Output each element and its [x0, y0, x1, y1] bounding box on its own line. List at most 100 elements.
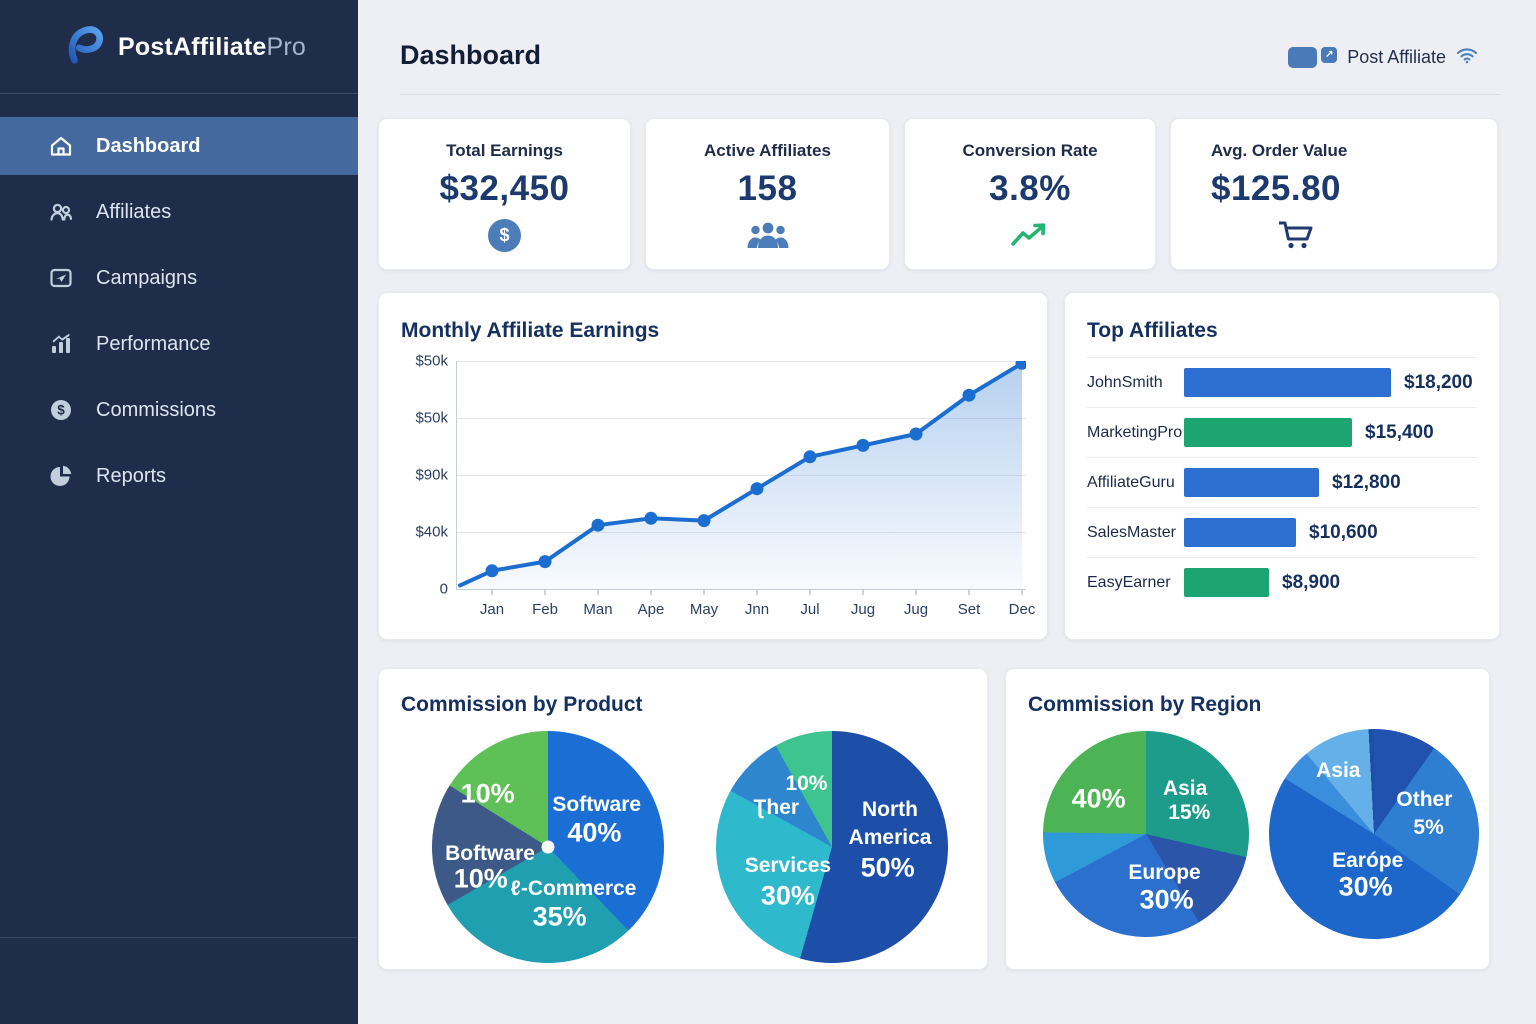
- stat-value: 158: [737, 169, 798, 208]
- affiliate-row: EasyEarner $8,900: [1087, 557, 1477, 607]
- page-header: Dashboard ↗ Post Affiliate: [358, 0, 1536, 95]
- commission-by-product-card: Commission by Product Software 40% ℓ-Comme…: [378, 668, 988, 970]
- y-tick-label: 0: [439, 580, 448, 598]
- top-affiliates-list: JohnSmith $18,200 MarketingPro $15,400 Affil…: [1087, 357, 1477, 607]
- monthly-earnings-card: Monthly Affiliate Earnings $50k $50k $90k $…: [378, 292, 1048, 640]
- pie-label: 40%: [1071, 783, 1126, 814]
- affiliate-name: EasyEarner: [1087, 573, 1171, 591]
- y-tick-label: $50k: [415, 409, 448, 427]
- sidebar-item-label: Performance: [96, 332, 211, 355]
- data-point: [697, 514, 711, 528]
- sidebar-item-campaigns[interactable]: Campaigns: [0, 249, 358, 307]
- pie-label: Earópe: [1332, 849, 1404, 873]
- sidebar-item-dashboard[interactable]: Dashboard: [0, 117, 358, 175]
- top-affiliates-card: Top Affiliates JohnSmith $18,200 Marketing…: [1064, 292, 1500, 640]
- cart-icon: [1277, 218, 1315, 252]
- panel-title: Commission by Region: [1028, 693, 1262, 716]
- dollar-circle-icon: $: [488, 218, 521, 252]
- region-pie-left: 40% Asia 15% Europe 30%: [1043, 731, 1249, 937]
- brand-name-light: Pro: [266, 33, 306, 61]
- sidebar-item-label: Commissions: [96, 398, 217, 421]
- svg-text:$: $: [57, 403, 65, 418]
- pie-label: Boftware: [445, 841, 535, 865]
- x-tick-label: Feb: [532, 601, 558, 618]
- data-point: [591, 518, 605, 532]
- stat-card-active-affiliates: Active Affiliates 158: [645, 118, 890, 270]
- pie-chart-icon: [48, 463, 74, 489]
- y-tick-label: $40k: [415, 523, 448, 541]
- pie-label: America: [848, 825, 932, 849]
- pie-label: Asia: [1316, 759, 1361, 782]
- affiliate-bar: [1184, 468, 1319, 497]
- x-axis-labels: Jan Feb Man Ape May Jnn Jul Jug Jug Set Dec: [456, 599, 1035, 623]
- data-point: [644, 511, 658, 525]
- earnings-chart-body: $50k $50k $90k $40k 0: [401, 353, 1029, 599]
- pies-row: Commission by Product Software 40% ℓ-Comme…: [378, 668, 1490, 970]
- pie-label: 10%: [453, 863, 508, 894]
- external-link-icon: ↗: [1321, 46, 1338, 63]
- affiliate-row: AffiliateGuru $12,800: [1087, 457, 1477, 507]
- campaign-box-icon: [48, 265, 74, 291]
- affiliate-name: SalesMaster: [1087, 523, 1176, 541]
- data-point: [1015, 356, 1029, 370]
- stat-label: Avg. Order Value: [1211, 141, 1348, 160]
- data-point: [750, 482, 764, 496]
- product-pies: Software 40% ℓ-Commerce 35% Boftware 10% 10% 1…: [401, 731, 987, 963]
- affiliate-row: JohnSmith $18,200: [1087, 357, 1477, 407]
- sidebar-bottom-divider: [0, 937, 358, 938]
- sidebar-item-label: Reports: [96, 464, 167, 487]
- affiliate-bar: [1184, 418, 1352, 447]
- affiliate-amount: $8,900: [1282, 571, 1341, 593]
- x-tick-label: Jug: [903, 601, 929, 618]
- pie-label: Services: [744, 853, 832, 877]
- data-point: [909, 427, 923, 441]
- stat-value: $32,450: [439, 169, 570, 208]
- affiliate-bar: [1184, 568, 1269, 597]
- data-point: [538, 555, 552, 569]
- affiliate-name: JohnSmith: [1087, 373, 1163, 391]
- affiliate-row: SalesMaster $10,600: [1087, 507, 1477, 557]
- charts-row: Monthly Affiliate Earnings $50k $50k $90k $…: [378, 292, 1500, 640]
- sidebar-item-reports[interactable]: Reports: [0, 447, 358, 505]
- stat-value: 3.8%: [989, 169, 1071, 208]
- stats-row: Total Earnings $32,450 $ Active Affiliat…: [378, 118, 1498, 270]
- product-pie-left: Software 40% ℓ-Commerce 35% Boftware 10% 10%: [432, 731, 664, 963]
- stat-card-conversion-rate: Conversion Rate 3.8%: [904, 118, 1156, 270]
- main-content: Dashboard ↗ Post Affiliate Total Earning…: [358, 0, 1536, 1024]
- pie-label: Europe: [1128, 861, 1201, 885]
- sidebar-item-affiliates[interactable]: Affiliates: [0, 183, 358, 241]
- x-tick-label: Jul: [800, 601, 820, 618]
- stat-label: Active Affiliates: [704, 141, 831, 160]
- brand: PostAffiliatePro: [0, 0, 358, 93]
- account-label: Post Affiliate: [1347, 47, 1446, 67]
- data-point: [485, 564, 499, 578]
- pie-label: 10%: [785, 772, 828, 796]
- x-tick-label: Ape: [637, 601, 665, 618]
- affiliate-name: AffiliateGuru: [1087, 473, 1175, 491]
- sidebar-item-commissions[interactable]: $ Commissions: [0, 381, 358, 439]
- stat-card-avg-order-value: Avg. Order Value $125.80: [1170, 118, 1498, 270]
- pie-label: Software: [552, 793, 642, 817]
- x-tick-label: Jan: [479, 601, 505, 618]
- x-tick-label: Dec: [1008, 601, 1036, 618]
- pie-label: North: [862, 797, 918, 821]
- home-icon: [48, 133, 74, 159]
- stat-label: Total Earnings: [446, 141, 563, 160]
- header-divider: [400, 94, 1500, 95]
- brand-name-bold: PostAffiliate: [118, 33, 267, 61]
- page-title: Dashboard: [400, 40, 542, 70]
- account-widget[interactable]: ↗ Post Affiliate: [1288, 46, 1478, 69]
- affiliate-row: MarketingPro $15,400: [1087, 407, 1477, 457]
- account-card-icon: [1288, 47, 1318, 68]
- pie-center-dot: [541, 840, 555, 854]
- x-tick-label: Jug: [850, 601, 876, 618]
- sidebar-item-label: Affiliates: [96, 200, 172, 223]
- users-icon: [746, 218, 790, 252]
- product-pie-right: 10% Ʈher Services 30% North America 50%: [716, 731, 948, 963]
- affiliate-amount: $18,200: [1404, 371, 1473, 393]
- x-tick-label: Jnn: [744, 601, 770, 618]
- panel-title: Top Affiliates: [1087, 319, 1218, 342]
- pie-label: 5%: [1413, 815, 1444, 839]
- affiliate-bar: [1184, 368, 1391, 397]
- sidebar-item-performance[interactable]: Performance: [0, 315, 358, 373]
